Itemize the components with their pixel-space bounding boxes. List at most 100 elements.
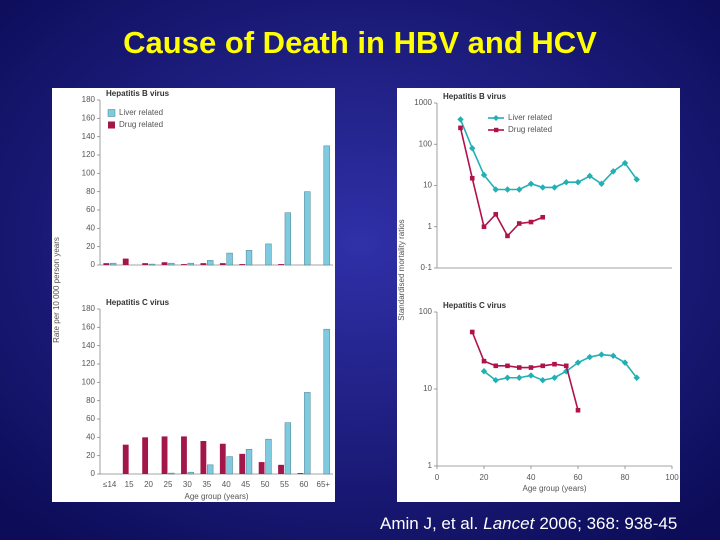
bar xyxy=(245,449,253,475)
y-tick-label: 100 xyxy=(419,307,433,316)
point xyxy=(528,365,534,370)
point xyxy=(528,219,534,225)
bar xyxy=(142,437,149,474)
point xyxy=(505,233,510,239)
y-tick-label: 120 xyxy=(82,150,96,159)
point xyxy=(492,186,499,193)
point xyxy=(481,224,487,230)
x-tick-label: 55 xyxy=(280,480,289,489)
point xyxy=(563,363,569,369)
bar xyxy=(161,436,168,474)
point xyxy=(575,407,581,413)
y-tick-label: 1 xyxy=(428,461,433,470)
legend-label: Liver related xyxy=(508,113,552,122)
legend-label: Liver related xyxy=(119,108,163,117)
bar xyxy=(245,250,253,266)
bar xyxy=(168,472,175,475)
x-tick-label: 100 xyxy=(665,473,679,482)
y-tick-label: 100 xyxy=(82,377,96,386)
y-tick-label: 1000 xyxy=(414,98,432,107)
series-line xyxy=(459,119,638,191)
bar xyxy=(323,328,330,475)
point xyxy=(469,145,476,152)
x-tick-label: 30 xyxy=(183,480,192,489)
slide-title: Cause of Death in HBV and HCV xyxy=(123,25,597,60)
point xyxy=(481,358,487,364)
x-tick-label: 15 xyxy=(125,480,134,489)
bar xyxy=(181,264,187,265)
bar xyxy=(103,263,110,265)
panel-title: Hepatitis C virus xyxy=(106,298,170,307)
y-tick-label: 160 xyxy=(82,322,96,331)
bar xyxy=(226,456,233,475)
point xyxy=(469,175,475,181)
point xyxy=(598,180,605,187)
y-tick-label: 160 xyxy=(82,113,96,122)
y-axis-label: Rate per 10 000 person years xyxy=(52,237,61,343)
bar xyxy=(265,243,272,266)
bar xyxy=(278,464,284,474)
x-axis-label: Age group (years) xyxy=(522,484,586,493)
bar xyxy=(181,436,187,474)
y-tick-label: 10 xyxy=(423,384,432,393)
point xyxy=(504,374,511,381)
y-tick-label: 120 xyxy=(82,359,96,368)
bar xyxy=(142,263,149,265)
point xyxy=(516,186,523,193)
point xyxy=(633,176,640,183)
bar xyxy=(304,191,311,266)
point xyxy=(621,159,629,167)
point xyxy=(480,368,488,375)
x-tick-label: 35 xyxy=(202,480,211,489)
point xyxy=(505,363,510,369)
y-tick-label: 60 xyxy=(86,414,95,423)
point xyxy=(633,374,640,381)
point xyxy=(493,212,499,217)
legend-marker xyxy=(493,115,499,121)
point xyxy=(539,184,546,191)
y-tick-label: 0 xyxy=(91,469,96,478)
bar xyxy=(187,262,194,266)
y-tick-label: 40 xyxy=(86,223,95,232)
y-tick-label: 20 xyxy=(86,451,95,460)
bar xyxy=(148,263,156,266)
y-tick-label: 0·1 xyxy=(420,263,432,272)
bar xyxy=(284,422,292,475)
citation-details: 2006; 368: 938-45 xyxy=(539,514,677,533)
x-tick-label: 45 xyxy=(241,480,250,489)
bar xyxy=(258,462,265,474)
y-tick-label: 60 xyxy=(86,205,95,214)
x-tick-label: 60 xyxy=(299,480,308,489)
x-tick-label: 20 xyxy=(144,480,153,489)
point xyxy=(457,116,464,123)
bar xyxy=(207,260,214,266)
y-tick-label: 40 xyxy=(86,432,95,441)
bar xyxy=(219,443,226,474)
series-line xyxy=(471,331,579,411)
point xyxy=(574,359,582,366)
y-tick-label: 10 xyxy=(423,181,432,190)
point xyxy=(598,351,605,358)
legend-swatch xyxy=(108,121,115,129)
panel-title: Hepatitis C virus xyxy=(443,301,507,310)
point xyxy=(516,221,522,226)
point xyxy=(480,171,488,179)
bar xyxy=(239,453,246,474)
legend-swatch xyxy=(107,109,116,117)
point xyxy=(458,125,463,131)
x-tick-label: 40 xyxy=(222,480,231,489)
point xyxy=(610,168,617,175)
legend-marker xyxy=(494,127,499,133)
y-tick-label: 100 xyxy=(82,168,96,177)
bar xyxy=(207,464,214,475)
bar xyxy=(122,444,129,474)
x-tick-label: ≤14 xyxy=(103,480,117,489)
right-panel xyxy=(397,88,680,502)
x-tick-label: 40 xyxy=(527,473,536,482)
bar xyxy=(187,471,194,475)
bar xyxy=(109,262,117,266)
y-tick-label: 80 xyxy=(86,396,95,405)
point xyxy=(539,377,546,384)
